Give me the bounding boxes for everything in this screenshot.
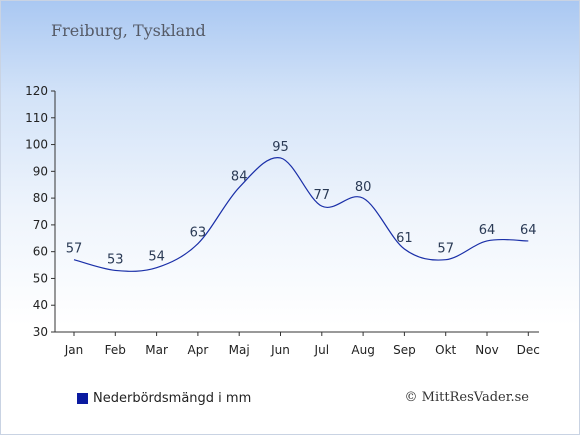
legend-label: Nederbördsmängd i mm [93,391,252,406]
x-tick-label: Aug [351,343,374,357]
y-tick-label: 110 [25,111,48,125]
data-label: 64 [520,223,537,238]
data-label: 54 [148,250,165,265]
data-label: 61 [396,231,413,246]
legend-swatch [77,393,88,404]
data-label: 63 [190,226,207,241]
x-tick-label: Dec [517,343,540,357]
x-tick-label: Maj [229,343,250,357]
y-tick-label: 120 [25,84,48,98]
data-label: 64 [479,223,496,238]
chart-title: Freiburg, Tyskland [51,21,206,40]
legend: Nederbördsmängd i mm [77,391,251,406]
x-tick-label: Feb [105,343,126,357]
x-tick-label: Okt [435,343,456,357]
y-tick-label: 40 [33,298,48,312]
data-label: 80 [355,180,372,195]
data-label: 57 [437,242,454,257]
x-tick-label: Jul [314,343,329,357]
series-line [73,157,529,272]
x-tick-label: Apr [188,343,209,357]
y-tick-label: 30 [33,325,48,339]
copyright-text: © MittResVader.se [404,390,529,405]
y-tick-label: 70 [33,218,48,232]
data-label: 95 [272,140,289,155]
y-tick-label: 50 [33,271,48,285]
x-tick-label: Jan [64,343,84,357]
data-label: 84 [231,169,248,184]
y-tick-label: 100 [25,138,48,152]
y-tick-label: 80 [33,191,48,205]
y-tick-label: 60 [33,245,48,259]
x-tick-label: Nov [475,343,498,357]
data-label: 77 [314,188,331,203]
x-tick-label: Sep [393,343,416,357]
data-label: 53 [107,252,124,267]
x-tick-label: Mar [145,343,168,357]
x-tick-label: Jun [270,343,290,357]
y-tick-label: 90 [33,164,48,178]
data-label: 57 [66,242,83,257]
